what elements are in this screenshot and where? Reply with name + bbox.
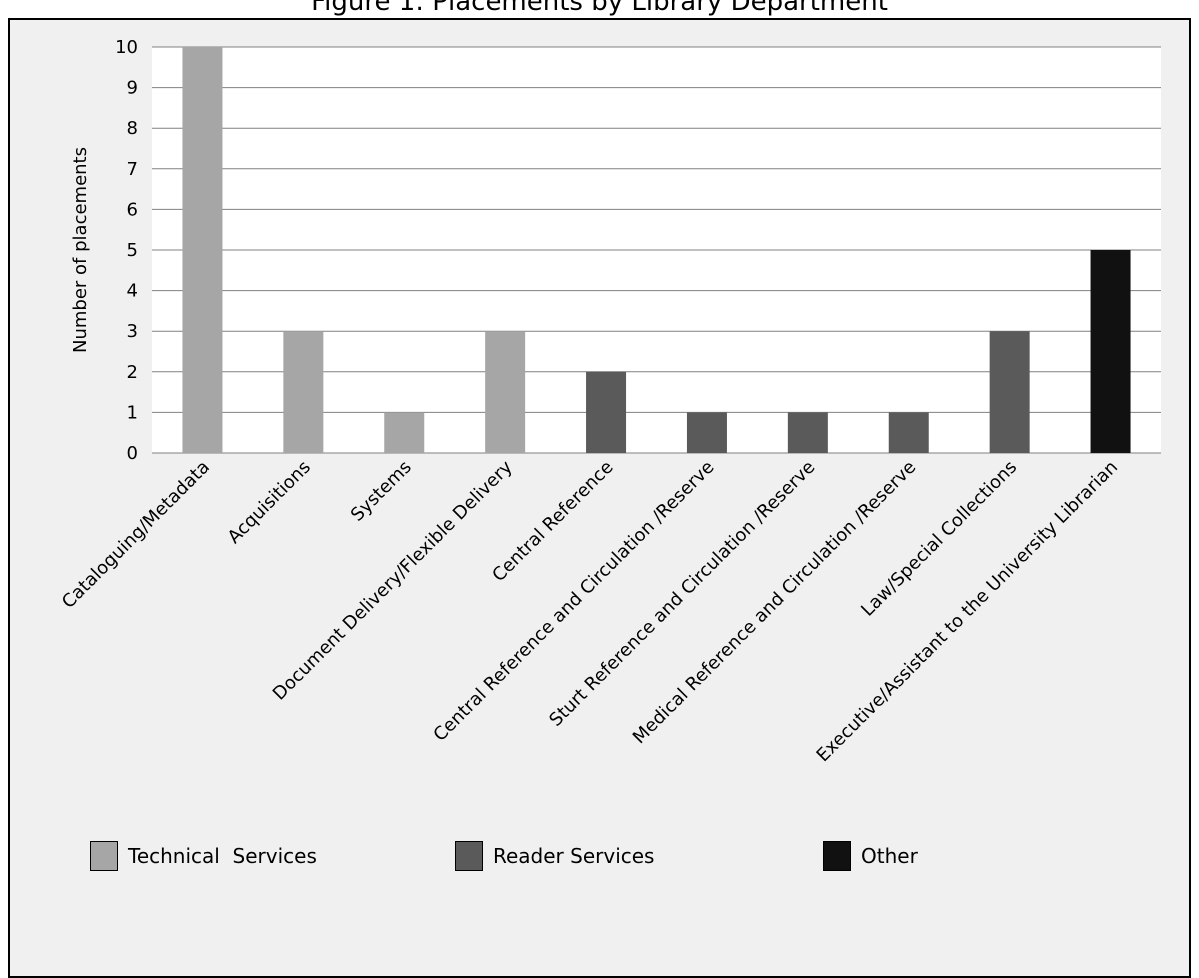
x-tick-labels: Cataloguing/Metadata Acquisitions SystemsD… <box>58 456 1122 766</box>
y-tick-label: 7 <box>127 159 138 180</box>
bar-central-reference-and-circulation-reserve <box>686 412 727 453</box>
legend-label-reader: Reader Services <box>493 844 655 868</box>
legend-swatch-technical <box>90 841 118 871</box>
figure-caption: Figure 1: Placements by Library Departme… <box>311 0 888 17</box>
y-tick-label: 5 <box>127 240 138 261</box>
legend-swatch-other <box>823 841 851 871</box>
legend-item-reader-services: Reader Services <box>455 840 654 872</box>
y-tick-label: 2 <box>127 362 138 383</box>
bars <box>182 47 1131 453</box>
y-tick-label: 6 <box>127 199 138 220</box>
legend-item-technical-services: Technical Services <box>90 840 317 872</box>
y-tick-label: 8 <box>127 118 138 139</box>
x-tick-label: Cataloguing/Metadata <box>58 457 214 613</box>
bar-sturt-reference-and-circulation-reserve <box>787 412 828 453</box>
legend-item-other: Other <box>823 840 918 872</box>
y-tick-labels: 0 1 2 3 4 5 6 7 8 9 10 <box>115 37 138 464</box>
bar-law-special-collections <box>989 331 1030 453</box>
legend-label-technical: Technical Services <box>128 844 317 868</box>
bar-executive-assistant-to-the-university-librarian <box>1090 250 1131 453</box>
y-tick-label: 0 <box>127 443 138 464</box>
bar-acquisitions <box>283 331 324 453</box>
y-tick-label: 1 <box>127 402 138 423</box>
y-axis-label: Number of placements <box>70 147 91 353</box>
bar-chart: 0 1 2 3 4 5 6 7 8 9 10 Cataloguing/Metadata Acquisi… <box>58 37 1161 766</box>
y-tick-label: 4 <box>127 281 138 302</box>
bar-document-delivery-flexible-delivery <box>485 331 526 453</box>
x-tick-label: Systems <box>347 457 416 526</box>
bar-medical-reference-and-circulation-reserve <box>888 412 929 453</box>
bar-systems <box>384 412 425 453</box>
legend-swatch-reader <box>455 841 483 871</box>
y-tick-label: 10 <box>115 37 138 58</box>
x-tick-label: Acquisitions <box>224 457 315 548</box>
bar-central-reference <box>586 371 627 453</box>
bar-cataloguing-metadata <box>182 47 223 453</box>
y-tick-label: 3 <box>127 321 138 342</box>
y-tick-label: 9 <box>127 78 138 99</box>
legend-label-other: Other <box>861 844 918 868</box>
